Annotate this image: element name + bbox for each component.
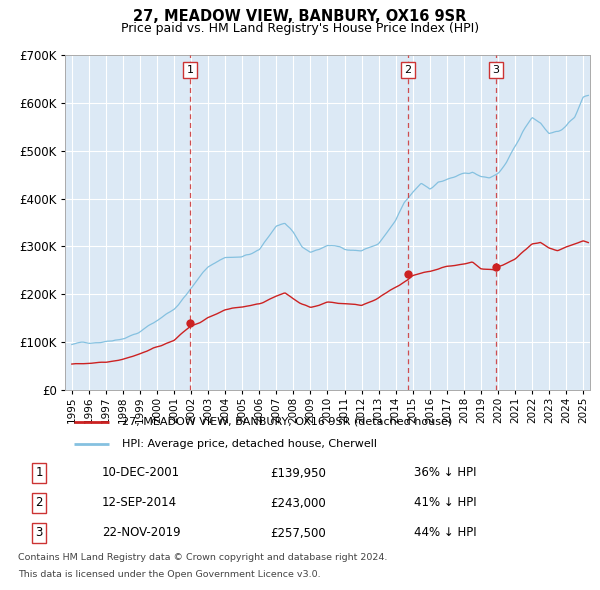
Text: 3: 3 — [493, 65, 500, 75]
Text: 36% ↓ HPI: 36% ↓ HPI — [414, 467, 476, 480]
Text: 3: 3 — [35, 526, 43, 539]
Text: 1: 1 — [187, 65, 194, 75]
Text: £243,000: £243,000 — [270, 497, 326, 510]
Text: 1: 1 — [35, 467, 43, 480]
Text: HPI: Average price, detached house, Cherwell: HPI: Average price, detached house, Cher… — [122, 439, 377, 449]
Text: 44% ↓ HPI: 44% ↓ HPI — [414, 526, 476, 539]
Text: £139,950: £139,950 — [270, 467, 326, 480]
Text: 22-NOV-2019: 22-NOV-2019 — [102, 526, 181, 539]
Text: 12-SEP-2014: 12-SEP-2014 — [102, 497, 177, 510]
Text: 27, MEADOW VIEW, BANBURY, OX16 9SR (detached house): 27, MEADOW VIEW, BANBURY, OX16 9SR (deta… — [122, 417, 452, 427]
Text: Price paid vs. HM Land Registry's House Price Index (HPI): Price paid vs. HM Land Registry's House … — [121, 22, 479, 35]
Text: 2: 2 — [35, 497, 43, 510]
Text: 10-DEC-2001: 10-DEC-2001 — [102, 467, 180, 480]
Text: £257,500: £257,500 — [270, 526, 326, 539]
Text: This data is licensed under the Open Government Licence v3.0.: This data is licensed under the Open Gov… — [18, 569, 320, 579]
Text: 27, MEADOW VIEW, BANBURY, OX16 9SR: 27, MEADOW VIEW, BANBURY, OX16 9SR — [133, 9, 467, 24]
Text: Contains HM Land Registry data © Crown copyright and database right 2024.: Contains HM Land Registry data © Crown c… — [18, 553, 388, 562]
Text: 2: 2 — [404, 65, 411, 75]
Text: 41% ↓ HPI: 41% ↓ HPI — [414, 497, 476, 510]
